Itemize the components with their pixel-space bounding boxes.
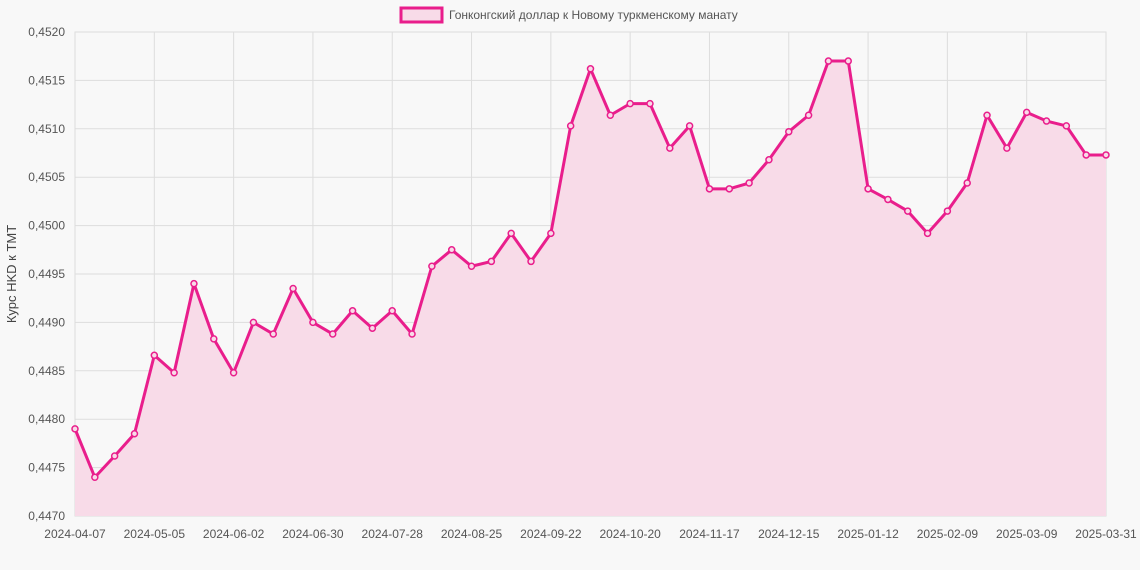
data-point[interactable] xyxy=(229,368,238,377)
x-tick-label: 2024-09-22 xyxy=(520,527,582,541)
data-point[interactable] xyxy=(785,127,793,136)
data-point[interactable] xyxy=(685,122,694,130)
data-point[interactable] xyxy=(844,57,852,65)
y-tick-label: 0,4505 xyxy=(28,170,65,184)
data-point[interactable] xyxy=(1003,144,1011,152)
x-axis-ticks: 2024-04-07 2024-05-05 2024-06-02 2024-06-30… xyxy=(44,527,1137,541)
data-point[interactable] xyxy=(626,99,634,108)
data-point[interactable] xyxy=(309,318,317,327)
data-point[interactable] xyxy=(130,429,139,438)
data-point[interactable] xyxy=(1022,108,1031,117)
data-point[interactable] xyxy=(1042,117,1051,125)
data-point[interactable] xyxy=(527,257,535,266)
data-point[interactable] xyxy=(606,111,615,119)
data-point[interactable] xyxy=(190,279,198,288)
x-tick-label: 2024-04-07 xyxy=(44,527,106,541)
data-point[interactable] xyxy=(586,65,595,73)
data-point[interactable] xyxy=(705,185,714,193)
x-tick-label: 2024-05-05 xyxy=(124,527,186,541)
legend[interactable]: Гонконгский доллар к Новому туркменскому… xyxy=(399,6,738,24)
y-tick-label: 0,4485 xyxy=(28,364,65,378)
data-point[interactable] xyxy=(269,330,278,338)
x-tick-label: 2024-07-28 xyxy=(362,527,424,541)
data-point[interactable] xyxy=(646,99,654,108)
data-point[interactable] xyxy=(388,307,396,315)
y-axis-ticks: 0,4470 0,4475 0,4480 0,4485 0,4490 0,4495 0,45… xyxy=(28,25,65,523)
data-point[interactable] xyxy=(487,257,496,266)
series-area xyxy=(75,61,1106,516)
x-tick-label: 2025-03-09 xyxy=(996,527,1058,541)
data-point[interactable] xyxy=(923,229,932,238)
data-point[interactable] xyxy=(884,195,892,204)
data-point[interactable] xyxy=(864,185,872,193)
data-point[interactable] xyxy=(408,330,416,338)
data-point[interactable] xyxy=(1062,122,1071,130)
y-tick-label: 0,4495 xyxy=(28,267,65,281)
legend-label[interactable]: Гонконгский доллар к Новому туркменскому… xyxy=(449,8,738,22)
x-tick-label: 2024-12-15 xyxy=(758,527,820,541)
y-tick-label: 0,4510 xyxy=(28,122,65,136)
x-tick-label: 2024-10-20 xyxy=(599,527,661,541)
data-point[interactable] xyxy=(467,262,476,271)
legend-swatch[interactable] xyxy=(399,6,444,24)
data-point[interactable] xyxy=(1082,151,1090,159)
data-point[interactable] xyxy=(824,57,833,65)
x-tick-label: 2024-06-30 xyxy=(282,527,344,541)
data-point[interactable] xyxy=(765,156,773,164)
data-point[interactable] xyxy=(71,425,79,433)
data-point[interactable] xyxy=(745,179,753,187)
data-point[interactable] xyxy=(91,473,99,482)
data-point[interactable] xyxy=(249,318,258,327)
y-tick-label: 0,4490 xyxy=(28,315,65,329)
data-point[interactable] xyxy=(903,207,912,215)
x-tick-label: 2024-08-25 xyxy=(441,527,503,541)
data-point[interactable] xyxy=(428,262,436,271)
data-point[interactable] xyxy=(547,229,555,238)
data-point[interactable] xyxy=(368,324,377,332)
data-point[interactable] xyxy=(170,368,178,377)
x-tick-label: 2024-11-17 xyxy=(679,527,740,541)
y-tick-label: 0,4520 xyxy=(28,25,65,39)
y-axis-title: Курс HKD к TMT xyxy=(4,225,19,323)
y-tick-label: 0,4515 xyxy=(28,73,65,87)
x-tick-label: 2025-01-12 xyxy=(837,527,899,541)
y-tick-label: 0,4470 xyxy=(28,509,65,523)
data-point[interactable] xyxy=(666,144,674,152)
data-point[interactable] xyxy=(566,122,575,130)
data-point[interactable] xyxy=(210,335,218,343)
y-tick-label: 0,4500 xyxy=(28,219,65,233)
data-point[interactable] xyxy=(507,229,515,238)
data-point[interactable] xyxy=(725,185,734,193)
data-point[interactable] xyxy=(447,246,456,254)
data-point[interactable] xyxy=(943,207,952,215)
data-point[interactable] xyxy=(1102,151,1110,159)
plot-area xyxy=(71,57,1110,516)
data-point[interactable] xyxy=(289,284,297,293)
data-point[interactable] xyxy=(150,351,159,360)
data-point[interactable] xyxy=(329,330,337,338)
y-tick-label: 0,4475 xyxy=(28,461,65,475)
x-tick-label: 2025-03-31 xyxy=(1075,527,1137,541)
data-point[interactable] xyxy=(110,452,119,460)
x-tick-label: 2024-06-02 xyxy=(203,527,265,541)
y-tick-label: 0,4480 xyxy=(28,412,65,426)
data-point[interactable] xyxy=(983,111,991,119)
data-point[interactable] xyxy=(963,179,971,187)
data-point[interactable] xyxy=(804,111,813,119)
x-tick-label: 2025-02-09 xyxy=(917,527,979,541)
data-point[interactable] xyxy=(348,307,357,315)
